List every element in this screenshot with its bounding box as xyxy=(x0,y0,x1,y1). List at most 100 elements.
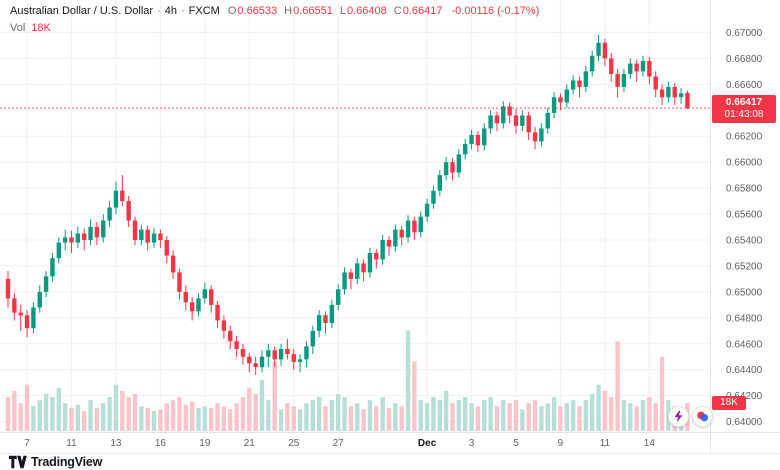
quick-trade-button[interactable] xyxy=(668,406,689,427)
volume-bar xyxy=(418,400,423,431)
time-tick-label: 25 xyxy=(288,438,300,449)
candle-body xyxy=(443,162,449,176)
candle-body xyxy=(659,89,665,98)
candle-body xyxy=(272,350,277,360)
ohlc-values: O 0.66533 H 0.66551 L 0.66408 C 0.66417 -0.0… xyxy=(228,6,540,17)
candle-body xyxy=(393,229,398,247)
candle-body xyxy=(113,190,119,208)
volume-bar xyxy=(621,400,627,431)
volume-bar xyxy=(367,400,373,431)
candle-body xyxy=(437,175,442,191)
candle-body xyxy=(386,240,392,247)
candle-body xyxy=(685,93,690,109)
candle-body xyxy=(418,216,423,233)
volume-bar xyxy=(285,403,290,431)
symbol-title[interactable]: Australian Dollar / U.S. Dollar xyxy=(10,5,154,17)
volume-bar xyxy=(570,400,576,431)
candle-body xyxy=(62,237,68,243)
candle-body xyxy=(539,128,544,142)
candle-body xyxy=(101,220,106,238)
price-tick-label: 0.66000 xyxy=(726,158,763,169)
volume-bar xyxy=(31,406,36,431)
volume-bar xyxy=(234,403,239,431)
volume-bar xyxy=(558,406,563,431)
candle-body xyxy=(177,272,182,292)
time-axis[interactable]: 7 11 13 16 19 21 25 27 Dec 3 5 9 11 14 xyxy=(24,438,655,449)
volume-bar xyxy=(164,403,169,431)
candle-body xyxy=(139,229,144,240)
candle-body xyxy=(609,58,614,74)
volume-bar xyxy=(348,406,354,431)
change-value: -0.00116 (-0.17%) xyxy=(451,5,540,17)
candle-body xyxy=(196,298,201,312)
volume-bar xyxy=(259,380,265,431)
candle-body xyxy=(520,115,525,126)
high-value: 0.66551 xyxy=(293,5,333,17)
candle-body xyxy=(151,233,157,243)
candle-body xyxy=(666,86,671,98)
candle-body xyxy=(488,115,493,129)
price-chart-canvas[interactable]: 0.670000.668000.666000.664000.662000.660… xyxy=(0,0,780,452)
volume-bar xyxy=(69,407,74,431)
tradingview-logo-link[interactable]: TradingView xyxy=(8,455,102,469)
volume-bar xyxy=(342,397,347,431)
volume-bar xyxy=(539,406,544,431)
price-tick-label: 0.67000 xyxy=(726,28,763,39)
price-axis[interactable]: 0.670000.668000.666000.664000.662000.660… xyxy=(726,28,763,428)
price-tick-label: 0.64800 xyxy=(726,313,763,324)
volume-bar xyxy=(132,393,138,431)
volume-bar xyxy=(336,393,341,431)
candle-body xyxy=(355,263,360,279)
candle-body xyxy=(31,307,36,329)
candle-body xyxy=(526,115,531,133)
volume-bar xyxy=(640,400,646,431)
price-tick-label: 0.64600 xyxy=(726,339,763,350)
grid-lines xyxy=(0,0,710,432)
interval-label[interactable]: 4h xyxy=(164,5,177,17)
candle-body xyxy=(310,330,315,347)
volume-bar xyxy=(545,403,550,431)
legend-main-row: Australian Dollar / U.S. Dollar · 4h · F… xyxy=(10,6,539,17)
candle-body xyxy=(424,203,430,217)
volume-bar xyxy=(82,410,87,431)
volume-bar xyxy=(62,403,68,431)
candle-body xyxy=(266,350,271,357)
candle-body xyxy=(596,42,601,56)
time-tick-label: 11 xyxy=(600,438,611,449)
candle-body xyxy=(291,354,296,362)
legend-separator: · xyxy=(157,5,161,17)
candle-body xyxy=(590,55,595,72)
volume-bar xyxy=(393,403,398,431)
volume-bar xyxy=(323,406,328,431)
open-value: 0.66533 xyxy=(237,5,278,17)
candle-body xyxy=(640,60,646,72)
candle-body xyxy=(120,190,125,202)
volume-bar xyxy=(37,400,42,431)
candle-body xyxy=(50,258,55,277)
candle-body xyxy=(361,263,366,273)
candle-body xyxy=(82,233,87,240)
time-tick-label: 7 xyxy=(24,438,30,449)
candle-body xyxy=(43,276,49,292)
candle-body xyxy=(558,97,563,103)
time-tick-label: 3 xyxy=(469,438,475,449)
candle-body xyxy=(215,304,220,321)
candle-body xyxy=(189,302,195,312)
close-label: C xyxy=(393,5,402,17)
volume-bar xyxy=(75,404,81,431)
candle-body xyxy=(412,220,417,233)
time-tick-label: Dec xyxy=(418,438,437,449)
time-tick-label: 16 xyxy=(155,438,167,449)
volume-bar xyxy=(240,397,246,431)
volume-bar xyxy=(507,403,512,431)
broker-button[interactable] xyxy=(692,406,713,427)
candle-body xyxy=(69,237,74,243)
candle-body xyxy=(234,341,239,349)
low-value: 0.66408 xyxy=(347,5,387,17)
candle-body xyxy=(304,346,309,360)
volume-bar xyxy=(355,403,360,431)
price-tick-label: 0.65600 xyxy=(726,210,763,221)
lightning-icon xyxy=(674,410,683,423)
volume-bar xyxy=(405,330,411,431)
